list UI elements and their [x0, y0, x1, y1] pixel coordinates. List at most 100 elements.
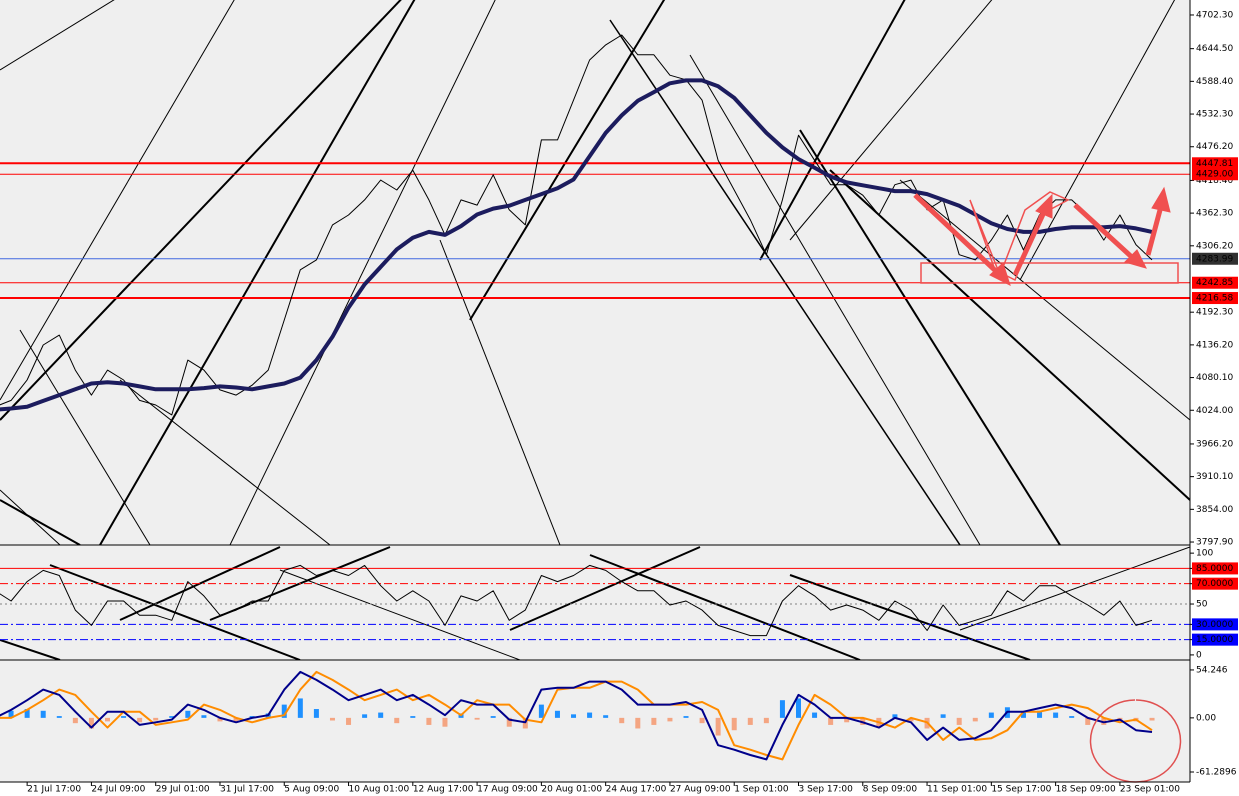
- level-label: 4429.00: [1196, 170, 1233, 180]
- histogram-bar: [538, 704, 544, 718]
- histogram-bar: [169, 716, 175, 718]
- histogram-bar: [812, 712, 818, 718]
- tick-label-box: [1192, 562, 1238, 575]
- x-tick-label: 8 Sep 09:00: [863, 785, 918, 795]
- histogram-bar: [56, 716, 62, 718]
- level-label: 4242.85: [1196, 278, 1233, 288]
- series-line: [0, 78, 1153, 412]
- level-label-box: [1192, 168, 1238, 181]
- histogram-bar: [1053, 712, 1059, 718]
- x-tick-label: 17 Aug 09:00: [477, 785, 538, 795]
- annotation-arrows: [913, 186, 1171, 286]
- histogram-bar: [747, 717, 753, 725]
- x-tick-label: 1 Sep 01:00: [734, 785, 789, 795]
- x-tick-label: 15 Sep 17:00: [991, 785, 1051, 795]
- histogram-bar: [1149, 717, 1155, 721]
- plot-background: [0, 0, 1190, 782]
- histogram-bar: [378, 712, 384, 718]
- histogram-bar: [217, 717, 223, 722]
- histogram-bar: [490, 716, 496, 718]
- histogram-bar: [892, 714, 898, 718]
- histogram-bar: [715, 717, 721, 736]
- histogram-bar: [8, 710, 14, 718]
- y-tick-label: 4702.30: [1196, 10, 1233, 20]
- x-tick-label: 5 Aug 09:00: [284, 785, 339, 795]
- histogram-bar: [88, 717, 94, 729]
- histogram-bar: [619, 717, 625, 724]
- y-tick-label: 85.0000: [1196, 564, 1233, 574]
- y-tick-label: 0.00: [1196, 713, 1216, 723]
- histogram-bar: [940, 714, 946, 718]
- histogram-bar: [635, 717, 641, 729]
- histogram-bar: [40, 710, 46, 718]
- y-tick-label: 3854.00: [1196, 505, 1233, 515]
- histogram-bar: [410, 716, 416, 718]
- level-label-box: [1192, 292, 1238, 305]
- level-label: 4447.81: [1196, 159, 1233, 169]
- x-tick-label: 27 Aug 09:00: [670, 785, 731, 795]
- y-tick-label: 30.0000: [1196, 620, 1233, 630]
- histogram-bar: [1020, 712, 1026, 718]
- tick-label-box: [1192, 633, 1238, 646]
- histogram-bar: [442, 717, 448, 727]
- x-tick-label: 12 Aug 17:00: [413, 785, 474, 795]
- level-label-box: [1192, 252, 1238, 265]
- pane: [0, 564, 1190, 641]
- y-tick-label: 4080.10: [1196, 373, 1233, 383]
- histogram-bar: [571, 714, 577, 718]
- histogram-bar: [956, 717, 962, 725]
- histogram-bar: [699, 717, 705, 724]
- histogram-bar: [779, 700, 785, 718]
- histogram-bar: [908, 717, 914, 722]
- histogram-bar: [972, 717, 978, 722]
- histogram-bar: [651, 717, 657, 725]
- y-tick-label: 4532.30: [1196, 110, 1233, 120]
- tick-label-box: [1192, 577, 1238, 590]
- y-tick-label: 70.0000: [1196, 579, 1233, 589]
- histogram-bar: [24, 709, 30, 718]
- histogram-bar: [137, 717, 143, 723]
- histogram-bar: [346, 717, 352, 725]
- histogram-bar: [233, 717, 239, 722]
- tick-label-box: [1192, 618, 1238, 631]
- histogram-bar: [104, 717, 110, 722]
- pane: [0, 670, 1155, 761]
- histogram-bar: [281, 704, 287, 718]
- histogram-bar: [426, 717, 432, 725]
- y-tick-label: 4192.30: [1196, 308, 1233, 318]
- y-tick-label: -61.2896: [1196, 768, 1237, 778]
- histogram-bar: [731, 717, 737, 731]
- x-tick-label: 11 Sep 01:00: [927, 785, 987, 795]
- series-line: [0, 670, 1153, 761]
- x-tick-label: 23 Sep 01:00: [1120, 785, 1180, 795]
- y-tick-label: 3966.20: [1196, 439, 1233, 449]
- histogram-bar: [796, 698, 801, 718]
- histogram-bar: [313, 709, 319, 718]
- histogram-bar: [72, 717, 78, 724]
- y-tick-label: 4024.00: [1196, 406, 1233, 416]
- histogram-bar: [763, 717, 769, 724]
- y-tick-label: 4588.40: [1196, 77, 1233, 87]
- histogram-bar: [1069, 716, 1075, 718]
- x-tick-label: 18 Sep 09:00: [1056, 785, 1116, 795]
- y-tick-label: 15.0000: [1196, 635, 1233, 645]
- histogram-bar: [153, 717, 159, 721]
- y-tick-label: 4644.50: [1196, 44, 1233, 54]
- histogram-bar: [1085, 717, 1091, 725]
- y-tick-label: 3910.10: [1196, 472, 1233, 482]
- histogram-bar: [362, 714, 368, 718]
- histogram-bar: [828, 717, 834, 725]
- x-tick-label: 29 Jul 01:00: [156, 785, 210, 795]
- y-tick-label: 54.246: [1196, 665, 1228, 675]
- x-tick-label: 10 Aug 01:00: [349, 785, 410, 795]
- x-tick-label: 20 Aug 01:00: [541, 785, 602, 795]
- level-label-box: [1192, 157, 1238, 170]
- level-label: 4216.58: [1196, 294, 1233, 304]
- series-line: [0, 34, 1153, 416]
- histogram-bar: [201, 715, 207, 718]
- histogram-bar: [506, 717, 512, 727]
- histogram-bar: [667, 717, 673, 722]
- histogram-bar: [554, 710, 560, 718]
